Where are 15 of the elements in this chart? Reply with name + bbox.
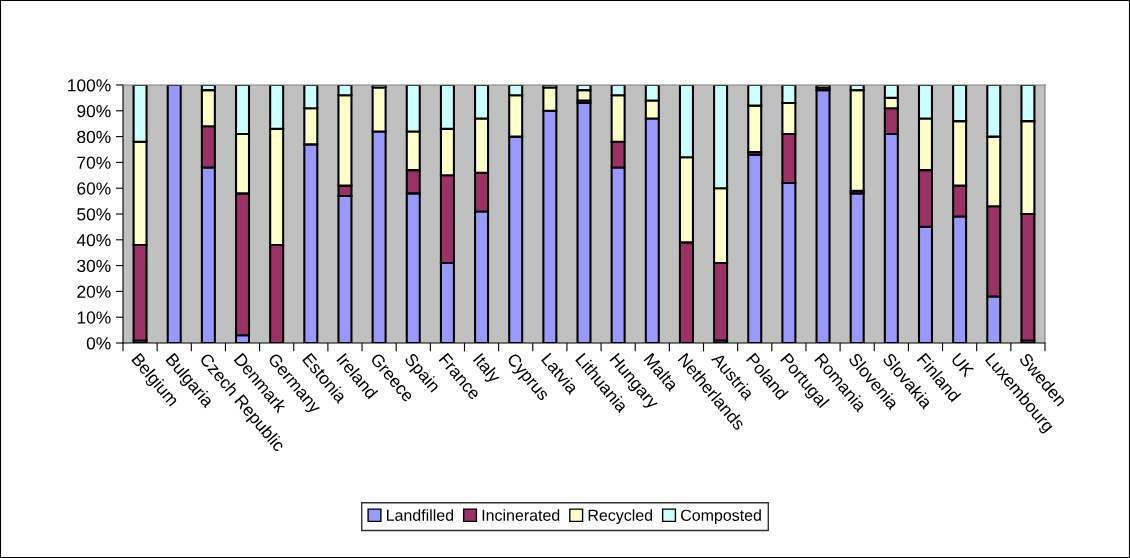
- legend-label: Recycled: [588, 509, 653, 525]
- y-tick-label: 10%: [77, 311, 111, 324]
- legend-label: Landfilled: [386, 509, 454, 521]
- y-tick-label: 20%: [77, 285, 111, 298]
- y-tick-label: 0%: [86, 337, 111, 350]
- y-tick-label: 50%: [77, 208, 111, 221]
- legend-label: Incinerated: [482, 509, 560, 521]
- y-tick-label: 70%: [77, 156, 111, 169]
- y-tick-label: 80%: [77, 130, 111, 144]
- y-tick-label: 90%: [77, 104, 111, 118]
- y-tick-label: 30%: [77, 259, 111, 273]
- legend-label: Composted: [681, 509, 761, 525]
- y-tick-label: 40%: [76, 233, 111, 247]
- y-tick-label: 60%: [77, 182, 111, 195]
- y-tick-label: 100%: [68, 79, 111, 92]
